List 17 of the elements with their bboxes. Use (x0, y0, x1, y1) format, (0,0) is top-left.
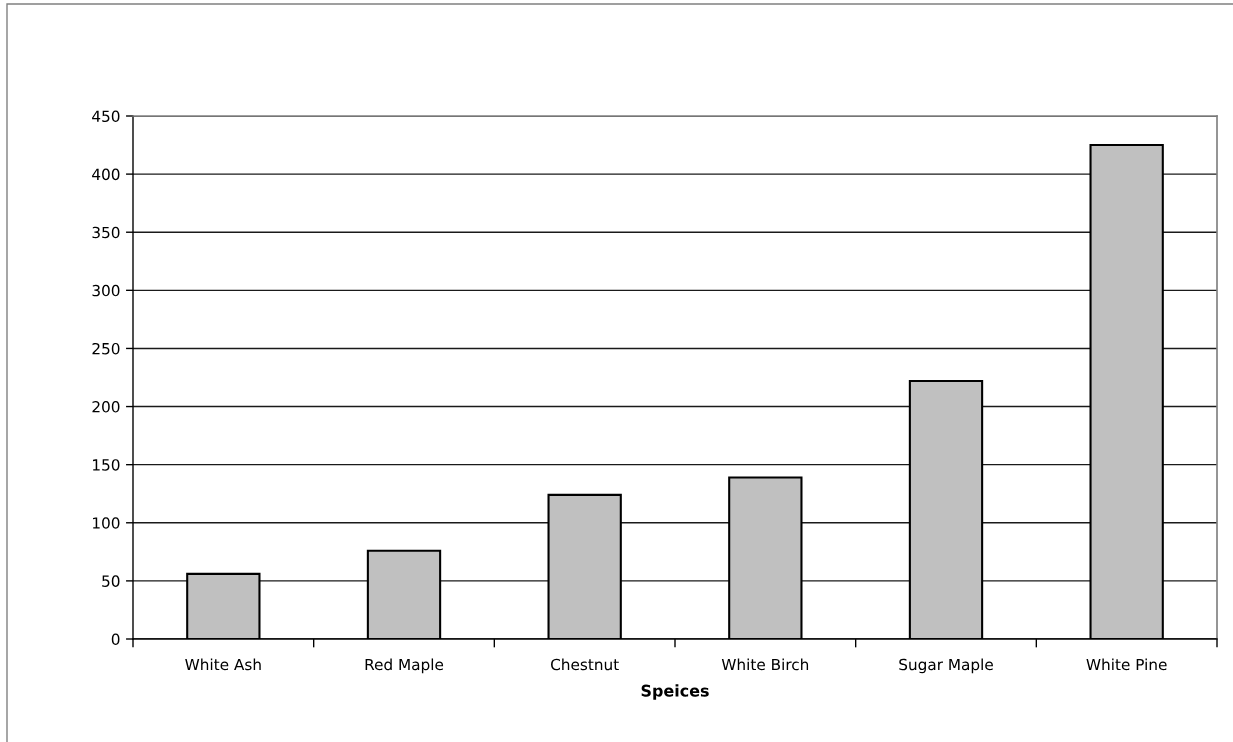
y-tick-label: 350 (92, 226, 120, 239)
x-axis-title: Speices (641, 684, 709, 700)
x-tick-label: White Pine (1086, 658, 1167, 671)
y-tick-label: 250 (92, 342, 120, 355)
y-tick-label: 0 (111, 633, 120, 646)
y-tick-label: 450 (92, 110, 120, 123)
y-tick-label: 150 (93, 459, 120, 471)
x-tick-label: Red Maple (365, 658, 444, 674)
y-tick-label: 50 (102, 575, 120, 587)
y-tick-label: 400 (92, 168, 120, 181)
x-tick-label: White Ash (185, 658, 261, 671)
y-tick-label: 200 (92, 401, 120, 413)
x-tick-label: Sugar Maple (899, 658, 993, 674)
y-tick-label: 100 (93, 517, 120, 529)
x-tick-label: White Birch (721, 658, 809, 671)
x-tick-label: Chestnut (551, 658, 619, 671)
y-tick-label: 300 (92, 284, 120, 297)
